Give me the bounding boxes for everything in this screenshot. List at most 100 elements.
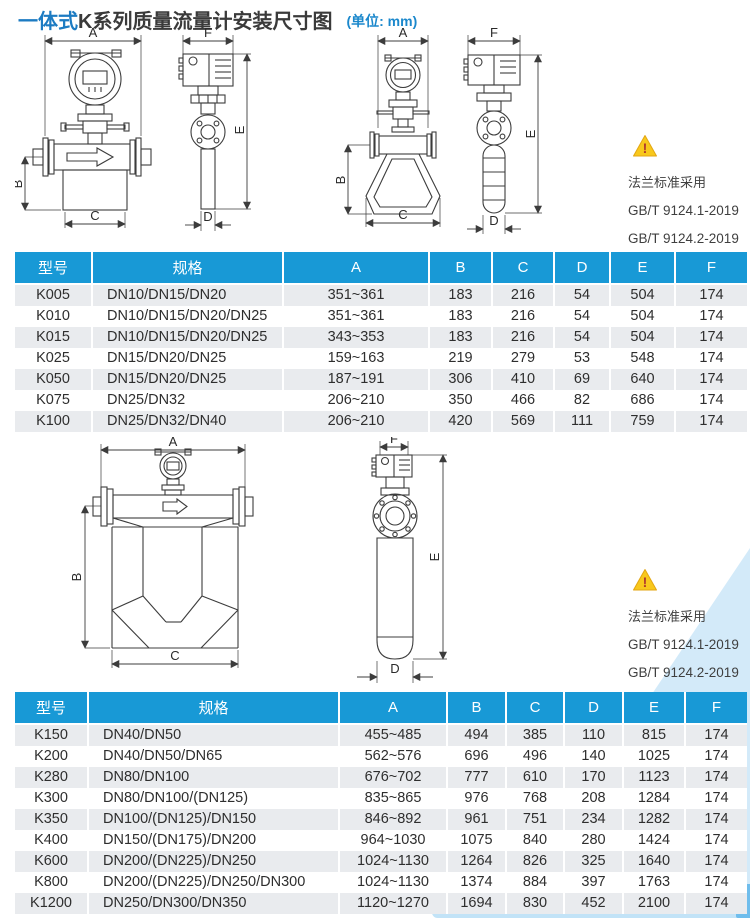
dim-label-d: D	[390, 661, 399, 676]
column-header: 规格	[91, 252, 283, 285]
dim-label-e: E	[232, 125, 247, 134]
dimension-cell: 174	[684, 872, 747, 893]
column-header: E	[609, 252, 675, 285]
spec-cell: DN15/DN20/DN25	[91, 348, 283, 369]
dimension-cell: 174	[684, 809, 747, 830]
dimension-cell: 1694	[446, 893, 506, 914]
dimension-cell: 777	[446, 767, 506, 788]
front-view-compact-meter: A B C	[15, 28, 152, 229]
dimension-cell: 2100	[622, 893, 685, 914]
dimension-cell: 351~361	[282, 284, 429, 306]
dimension-cell: 216	[491, 284, 554, 306]
dimension-cell: 174	[674, 348, 747, 369]
dimension-cell: 174	[674, 284, 747, 306]
dimension-cell: 1424	[622, 830, 685, 851]
dimension-cell: 1075	[446, 830, 506, 851]
model-cell: K100	[15, 411, 92, 432]
dimension-cell: 206~210	[282, 411, 429, 432]
dimension-cell: 1374	[446, 872, 506, 893]
column-header: 规格	[87, 692, 339, 725]
spec-cell: DN15/DN20/DN25	[91, 369, 283, 390]
table-header: 型号 规格 A B C D E F	[15, 252, 747, 285]
dimension-table-small-models: 型号 规格 A B C D E F K005 DN10/DN15/DN20 351~361 183 2…	[15, 252, 747, 432]
dimension-cell: 504	[609, 327, 675, 348]
dimension-cell: 208	[563, 788, 623, 809]
column-header: A	[282, 252, 429, 285]
dimension-cell: 54	[553, 327, 610, 348]
dim-label-f: F	[204, 28, 212, 40]
dimension-cell: 174	[684, 830, 747, 851]
model-cell: K400	[15, 830, 88, 851]
column-header: F	[674, 252, 747, 285]
column-header: B	[446, 692, 506, 725]
dimension-cell: 1640	[622, 851, 685, 872]
dimension-cell: 111	[553, 411, 610, 432]
dimension-cell: 840	[505, 830, 564, 851]
dimension-cell: 410	[491, 369, 554, 390]
flange-standard-note: ! 法兰标准采用 GB/T 9124.1-2019 GB/T 9124.2-20…	[628, 134, 750, 247]
table-row: K100 DN25/DN32/DN40 206~210 420 569 111 759 174	[15, 411, 747, 432]
dimension-cell: 183	[428, 306, 492, 327]
table-row: K350 DN100/(DN125)/DN150 846~892 961 751 234 1…	[15, 809, 747, 830]
table-row: K300 DN80/DN100/(DN125) 835~865 976 768 208 12…	[15, 788, 747, 809]
dimension-cell: 306	[428, 369, 492, 390]
column-header: 型号	[15, 692, 88, 725]
spec-cell: DN10/DN15/DN20	[91, 284, 283, 306]
model-cell: K200	[15, 746, 88, 767]
spec-cell: DN10/DN15/DN20/DN25	[91, 327, 283, 348]
table-row: K050 DN15/DN20/DN25 187~191 306 410 69 640 174	[15, 369, 747, 390]
dim-label-e: E	[523, 129, 538, 138]
decorative-edge-stripe	[746, 694, 750, 918]
dimension-cell: 174	[684, 893, 747, 914]
dimension-cell: 1024~1130	[338, 872, 447, 893]
installation-drawing-large-meters: A B C	[69, 437, 448, 683]
dimension-cell: 159~163	[282, 348, 429, 369]
model-cell: K075	[15, 390, 92, 411]
model-cell: K150	[15, 724, 88, 746]
page-title: 一体式K系列质量流量计安装尺寸图 (单位: mm)	[18, 5, 417, 34]
dimension-cell: 174	[684, 724, 747, 746]
model-cell: K005	[15, 284, 92, 306]
dim-label-e: E	[427, 552, 442, 561]
dimension-cell: 110	[563, 724, 623, 746]
dim-label-c: C	[90, 208, 99, 223]
spec-cell: DN80/DN100	[87, 767, 339, 788]
table-row: K075 DN25/DN32 206~210 350 466 82 686 174	[15, 390, 747, 411]
warning-icon: !	[633, 569, 657, 591]
dimension-cell: 610	[505, 767, 564, 788]
spec-cell: DN100/(DN125)/DN150	[87, 809, 339, 830]
dimension-cell: 174	[684, 788, 747, 809]
dimension-cell: 686	[609, 390, 675, 411]
dim-label-d: D	[489, 213, 498, 228]
table-row: K600 DN200/(DN225)/DN250 1024~1130 1264 826 3…	[15, 851, 747, 872]
dimension-cell: 279	[491, 348, 554, 369]
dimension-cell: 343~353	[282, 327, 429, 348]
flange-standard-note: ! 法兰标准采用 GB/T 9124.1-2019 GB/T 9124.2-20…	[628, 568, 750, 681]
dimension-cell: 504	[609, 284, 675, 306]
dimension-cell: 1282	[622, 809, 685, 830]
flange-standard-2: GB/T 9124.2-2019	[628, 231, 739, 246]
model-cell: K050	[15, 369, 92, 390]
dim-label-c: C	[170, 648, 179, 663]
dimension-cell: 174	[674, 390, 747, 411]
dimension-cell: 174	[674, 411, 747, 432]
dimension-cell: 455~485	[338, 724, 447, 746]
dimension-cell: 964~1030	[338, 830, 447, 851]
dimension-cell: 569	[491, 411, 554, 432]
model-cell: K350	[15, 809, 88, 830]
dimension-cell: 325	[563, 851, 623, 872]
column-header: F	[684, 692, 747, 725]
dim-label-a: A	[169, 437, 178, 449]
dimension-cell: 397	[563, 872, 623, 893]
dimension-cell: 466	[491, 390, 554, 411]
dimension-cell: 174	[684, 746, 747, 767]
dim-label-a: A	[89, 28, 98, 40]
dimension-cell: 562~576	[338, 746, 447, 767]
dimension-cell: 640	[609, 369, 675, 390]
dimension-cell: 759	[609, 411, 675, 432]
dimension-cell: 234	[563, 809, 623, 830]
column-header: D	[563, 692, 623, 725]
model-cell: K025	[15, 348, 92, 369]
table-row: K800 DN200/(DN225)/DN250/DN300 1024~1130 13…	[15, 872, 747, 893]
